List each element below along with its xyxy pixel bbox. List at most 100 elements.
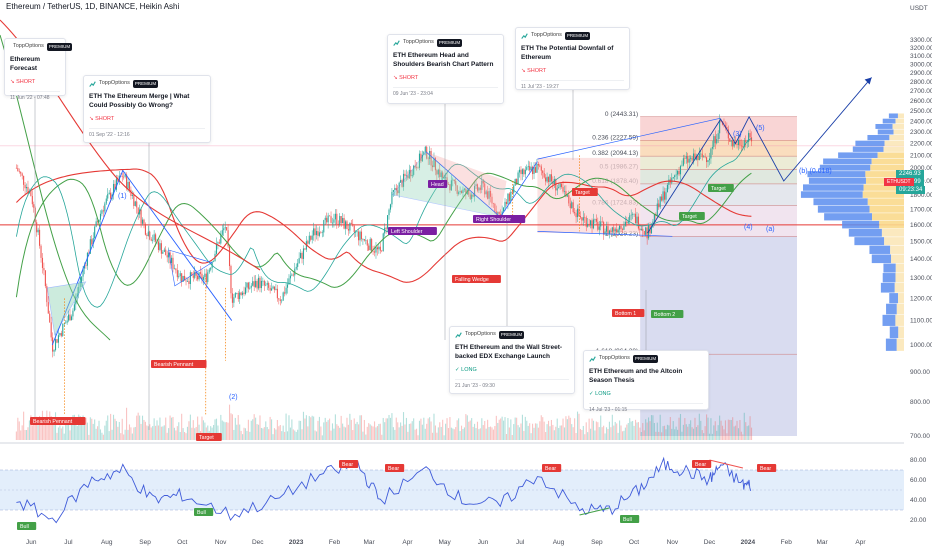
candle-body (540, 166, 542, 171)
candle-body (613, 227, 615, 232)
candle-body (449, 184, 451, 191)
candle-body (273, 286, 276, 290)
volume-bar (327, 420, 329, 440)
candle-body (659, 196, 661, 208)
volume-bar (197, 416, 199, 440)
candle-body (440, 172, 442, 178)
idea-card[interactable]: ToppOptions PREMIUM ETH Ethereum Head and … (387, 34, 504, 104)
rsi-bull-label: Bull (197, 510, 206, 516)
candle-body (179, 273, 181, 277)
volume-bar (117, 426, 119, 440)
volume-bar (397, 422, 399, 440)
volume-bar (436, 432, 438, 440)
volume-bar (278, 426, 280, 440)
volume-bar (363, 419, 365, 440)
price-axis-tick: 1600.00 (910, 222, 932, 229)
volume-bar (269, 416, 271, 440)
volume-bar (739, 420, 741, 440)
volume-bar (24, 429, 26, 440)
idea-card[interactable]: ToppOptions PREMIUM ETH Ethereum and the W… (449, 326, 575, 394)
volume-bar (243, 427, 245, 440)
candle-body (623, 225, 625, 230)
volume-bar (153, 418, 155, 440)
candle-body (545, 177, 547, 182)
volume-bar (60, 428, 62, 440)
volume-bar (687, 426, 689, 440)
volume-bar (659, 414, 661, 440)
idea-date: 14 Jul '23 - 01:15 (589, 403, 703, 414)
volume-bar (485, 428, 487, 440)
bearish-pennant-label: Bearish Pennant (33, 419, 73, 425)
volume-bar (315, 431, 318, 440)
candle-body (610, 230, 612, 232)
candle-body (172, 257, 174, 269)
volume-bar (703, 433, 705, 440)
candle-body (674, 175, 676, 177)
idea-title[interactable]: ETH The Ethereum Merge | What Could Poss… (89, 93, 190, 109)
volume-bar (501, 416, 503, 440)
candle-body (688, 158, 690, 163)
candle-body (99, 213, 102, 220)
candle-body (342, 218, 344, 224)
volume-bar (288, 415, 290, 440)
volume-bar (605, 427, 608, 440)
candle-body (424, 146, 426, 152)
candle-body (297, 263, 299, 267)
candle-body (256, 280, 258, 289)
idea-card[interactable]: ToppOptions PREMIUM ETH Ethereum and the A… (583, 350, 709, 413)
candle-body (313, 228, 315, 236)
candle-body (749, 133, 751, 138)
idea-card[interactable]: ToppOptions PREMIUM ETH The Potential Down… (515, 27, 630, 90)
channel-lower (537, 230, 673, 237)
bearish-pennant-1 (46, 281, 87, 336)
idea-title[interactable]: ETH Ethereum and the Wall Street-backed … (455, 344, 563, 360)
price-axis-tick: 900.00 (910, 369, 930, 376)
volume-bar (381, 434, 383, 440)
volume-bar (720, 420, 722, 440)
volume-bar (617, 432, 619, 440)
falling-wedge-zone (426, 151, 507, 218)
volume-bar (46, 410, 48, 440)
volume-bar (114, 418, 116, 440)
candle-body (20, 171, 22, 174)
idea-brand: ToppOptions PREMIUM (10, 43, 73, 52)
time-axis-tick: Aug (101, 539, 113, 546)
candle-body (445, 177, 447, 178)
volume-bar (623, 430, 625, 440)
time-axis-tick: Sep (139, 539, 151, 546)
rsi-axis-tick: 20.00 (910, 517, 927, 524)
volume-bar (669, 417, 671, 440)
candle-body (679, 166, 682, 175)
rsi-divergence (579, 507, 610, 516)
candle-body (202, 277, 204, 280)
volume-bar (650, 415, 653, 440)
rsi-bull-label-bg (620, 515, 640, 523)
candle-body (513, 185, 515, 193)
candle-body (168, 252, 170, 258)
volume-bar (597, 422, 599, 440)
idea-card[interactable]: ToppOptions PREMIUM Ethereum Forecast ↘ SHO… (4, 38, 73, 101)
candle-body (381, 250, 383, 252)
volume-bar (79, 416, 81, 440)
idea-title[interactable]: ETH The Potential Downfall of Ethereum (521, 45, 614, 61)
candle-body (17, 168, 19, 172)
candle-body (656, 203, 658, 216)
candle-body (595, 218, 597, 222)
candle-body (397, 190, 399, 194)
wave-5-label: (5) (756, 125, 765, 132)
right-shoulder-label: Right Shoulder (476, 217, 511, 223)
volume-bar (384, 422, 386, 440)
bottom-label: Bottom 1 (615, 311, 636, 317)
candle-body (233, 297, 235, 303)
candle-body (366, 240, 368, 246)
ema-200-line (16, 168, 752, 283)
rsi-bull-label-bg (194, 508, 214, 516)
volume-bar (534, 423, 537, 440)
idea-title[interactable]: ETH Ethereum Head and Shoulders Bearish … (393, 52, 494, 68)
idea-title[interactable]: Ethereum Forecast (10, 56, 40, 72)
candle-body (140, 209, 142, 224)
candle-body (352, 223, 354, 226)
idea-title[interactable]: ETH Ethereum and the Altcoin Season Thes… (589, 368, 683, 384)
idea-card[interactable]: ToppOptions PREMIUM ETH The Ethereum Merge… (83, 75, 211, 143)
